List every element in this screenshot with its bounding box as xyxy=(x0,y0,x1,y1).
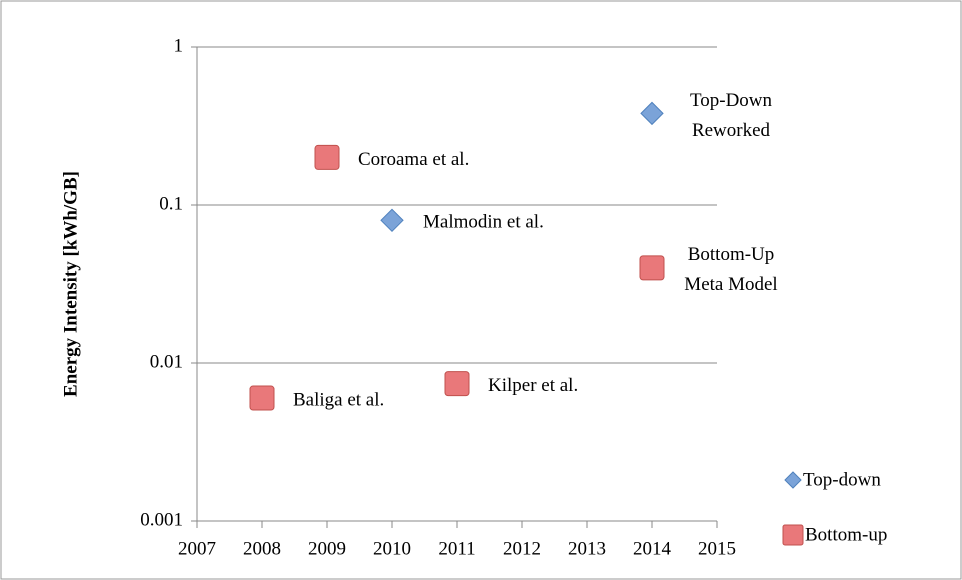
y-tick-label: 1 xyxy=(174,35,184,56)
legend-label: Bottom-up xyxy=(805,524,887,545)
legend-marker xyxy=(784,471,802,489)
point-label: Coroama et al. xyxy=(358,149,469,170)
data-point xyxy=(444,371,470,397)
x-tick-label: 2013 xyxy=(568,538,606,559)
y-tick-label: 0.001 xyxy=(140,509,183,530)
data-point xyxy=(640,101,664,126)
point-label: Bottom-Up xyxy=(688,244,775,265)
point-label: Meta Model xyxy=(684,274,777,295)
legend-marker xyxy=(782,524,804,546)
x-tick-label: 2007 xyxy=(178,538,216,559)
x-tick-label: 2011 xyxy=(438,538,475,559)
data-point xyxy=(380,208,404,233)
x-tick-label: 2014 xyxy=(633,538,672,559)
x-tick-label: 2015 xyxy=(698,538,736,559)
y-axis-label: Energy Intensity [kWh/GB] xyxy=(60,171,81,397)
point-label: Reworked xyxy=(692,120,771,141)
x-tick-label: 2010 xyxy=(373,538,411,559)
data-point xyxy=(249,385,275,411)
y-tick-label: 0.1 xyxy=(159,193,183,214)
data-point xyxy=(639,255,665,281)
x-tick-label: 2012 xyxy=(503,538,541,559)
legend-label: Top-down xyxy=(803,469,881,490)
data-point xyxy=(314,144,340,170)
point-label: Baliga et al. xyxy=(293,389,384,410)
point-label: Malmodin et al. xyxy=(423,212,544,233)
point-label: Top-Down xyxy=(690,90,773,111)
x-tick-label: 2009 xyxy=(308,538,346,559)
point-label: Kilper et al. xyxy=(488,375,578,396)
x-tick-label: 2008 xyxy=(243,538,281,559)
y-tick-label: 0.01 xyxy=(150,351,183,372)
